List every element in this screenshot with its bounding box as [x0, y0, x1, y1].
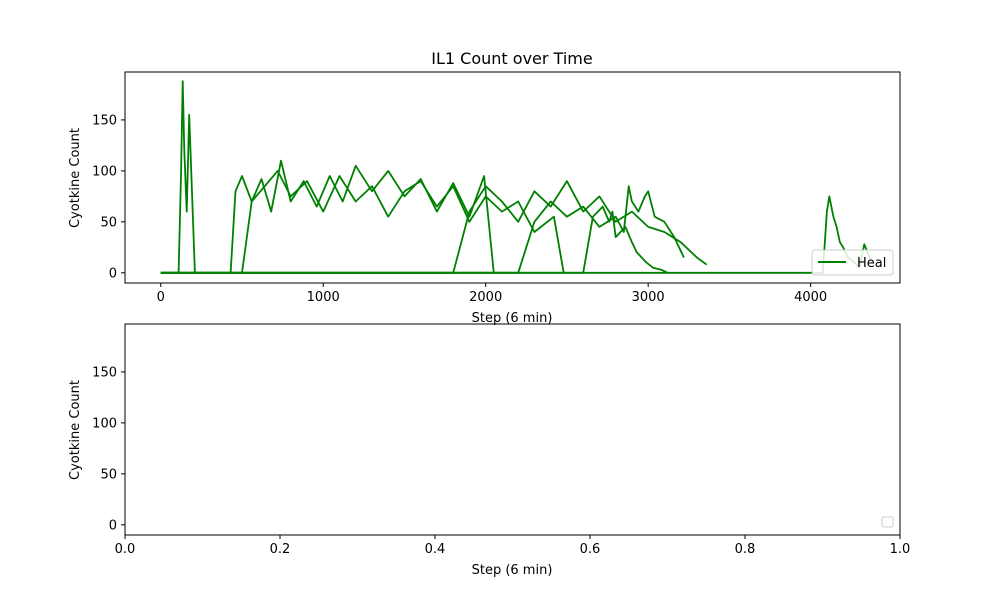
top-x-tick-label: 3000 — [632, 290, 665, 305]
top-y-axis-label: Cyotkine Count — [68, 128, 83, 228]
top-x-tick-label: 1000 — [307, 290, 340, 305]
chart-title: IL1 Count over Time — [431, 49, 592, 68]
bottom-legend — [882, 517, 893, 527]
top-x-tick-label: 2000 — [469, 290, 502, 305]
bottom-y-tick-label: 0 — [109, 518, 117, 533]
bottom-x-tick-label: 1.0 — [890, 542, 911, 557]
bottom-y-tick-label: 50 — [100, 467, 117, 482]
top-y-tick-label: 0 — [109, 266, 117, 281]
bottom-legend-box — [882, 517, 893, 527]
bottom-x-tick-label: 0.0 — [115, 542, 136, 557]
legend-entry-heal: Heal — [857, 256, 886, 271]
bottom-x-tick-label: 0.4 — [425, 542, 446, 557]
bottom-x-tick-label: 0.6 — [580, 542, 601, 557]
bottom-y-tick-label: 100 — [92, 416, 117, 431]
bottom-x-tick-label: 0.8 — [735, 542, 756, 557]
top-x-tick-label: 4000 — [794, 290, 827, 305]
bottom-y-axis-label: Cyotkine Count — [68, 380, 83, 480]
top-y-tick-label: 150 — [92, 113, 117, 128]
top-x-tick-label: 0 — [157, 290, 165, 305]
top-y-tick-label: 50 — [100, 215, 117, 230]
top-legend: Heal — [812, 250, 893, 275]
bottom-y-tick-label: 150 — [92, 365, 117, 380]
top-y-tick-label: 100 — [92, 164, 117, 179]
bottom-x-axis-label: Step (6 min) — [472, 563, 553, 578]
bottom-x-tick-label: 0.2 — [270, 542, 291, 557]
